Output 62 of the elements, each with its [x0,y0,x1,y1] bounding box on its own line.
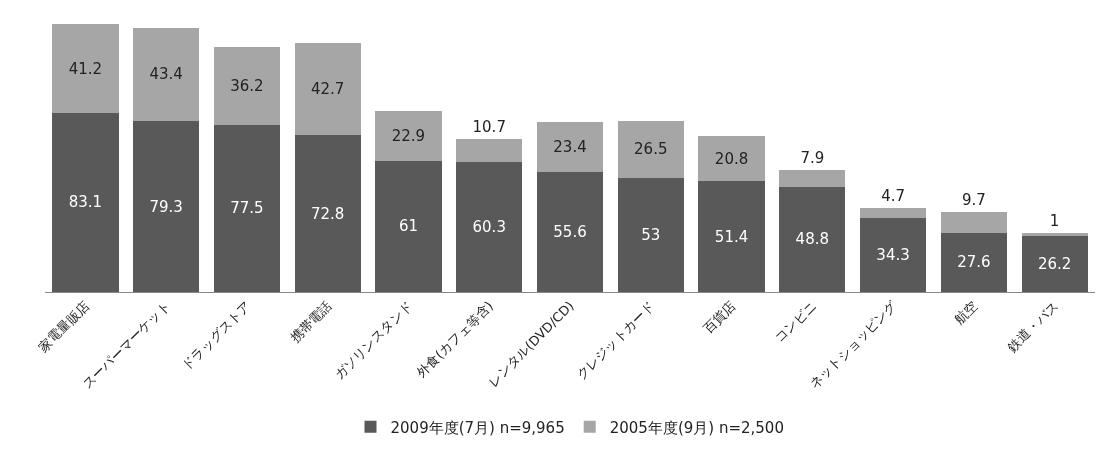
bar [456,138,523,163]
data-label: 48.8 [795,230,830,249]
bar [456,162,523,292]
bar [698,136,765,182]
data-label: 34.3 [876,246,910,265]
data-label: 7.9 [800,148,825,167]
data-label: 20.8 [714,149,749,168]
bar [779,186,846,292]
bar [52,112,119,292]
data-label: 42.7 [310,80,345,99]
bar [859,218,927,292]
x-tick-label: クレジットカード [573,298,658,383]
x-tick-label: 航空 [951,298,981,328]
bar [133,27,200,122]
data-label: 22.9 [391,126,426,145]
x-tick-label: 鉄道・バス [1004,298,1062,355]
data-label: 4.7 [881,186,905,205]
bar [52,24,119,113]
bar [1021,235,1088,292]
bar [375,111,442,161]
x-tick-label: 百貨店 [700,298,739,337]
data-label: 23.4 [553,137,587,156]
data-label: 26.2 [1037,254,1072,273]
data-label: 55.6 [553,223,587,242]
bar [294,135,361,292]
x-tick-label: ドラッグストア [178,298,254,374]
bar [617,120,684,178]
data-label: 83.1 [68,193,103,212]
bar [375,160,442,292]
bar [1021,233,1088,236]
x-tick-label: コンビニ [771,298,820,346]
bar [617,177,684,292]
bar [213,124,281,292]
data-label: 61 [398,217,419,236]
data-label: 9.7 [961,190,986,209]
data-label: 53 [641,225,661,244]
bar [940,211,1007,233]
data-label: 26.5 [634,140,668,159]
data-label: 1 [1049,212,1060,231]
data-label: 41.2 [68,59,103,78]
data-label: 51.4 [714,227,749,246]
data-label: 10.7 [472,117,506,136]
data-label: 36.2 [230,76,264,95]
data-label: 77.5 [230,199,264,218]
data-label: 43.4 [149,65,183,84]
bar [779,169,846,187]
legend-label: 2009年度(7月) n=9,965 [390,418,565,437]
bar [698,181,765,292]
data-label: 60.3 [472,218,506,237]
bar [940,232,1007,292]
x-tick-label: 外食(カフェ等含) [413,298,496,381]
data-label: 79.3 [149,197,183,216]
x-tick-label: 家電量販店 [35,298,93,355]
bar [294,43,361,136]
data-label: 27.6 [957,253,991,272]
data-label: 72.8 [310,204,345,223]
bar [536,172,604,292]
legend-label: 2005年度(9月) n=2,500 [609,418,784,437]
bar [133,121,200,292]
bar [213,46,281,125]
bar [859,207,927,219]
bar [536,121,604,173]
